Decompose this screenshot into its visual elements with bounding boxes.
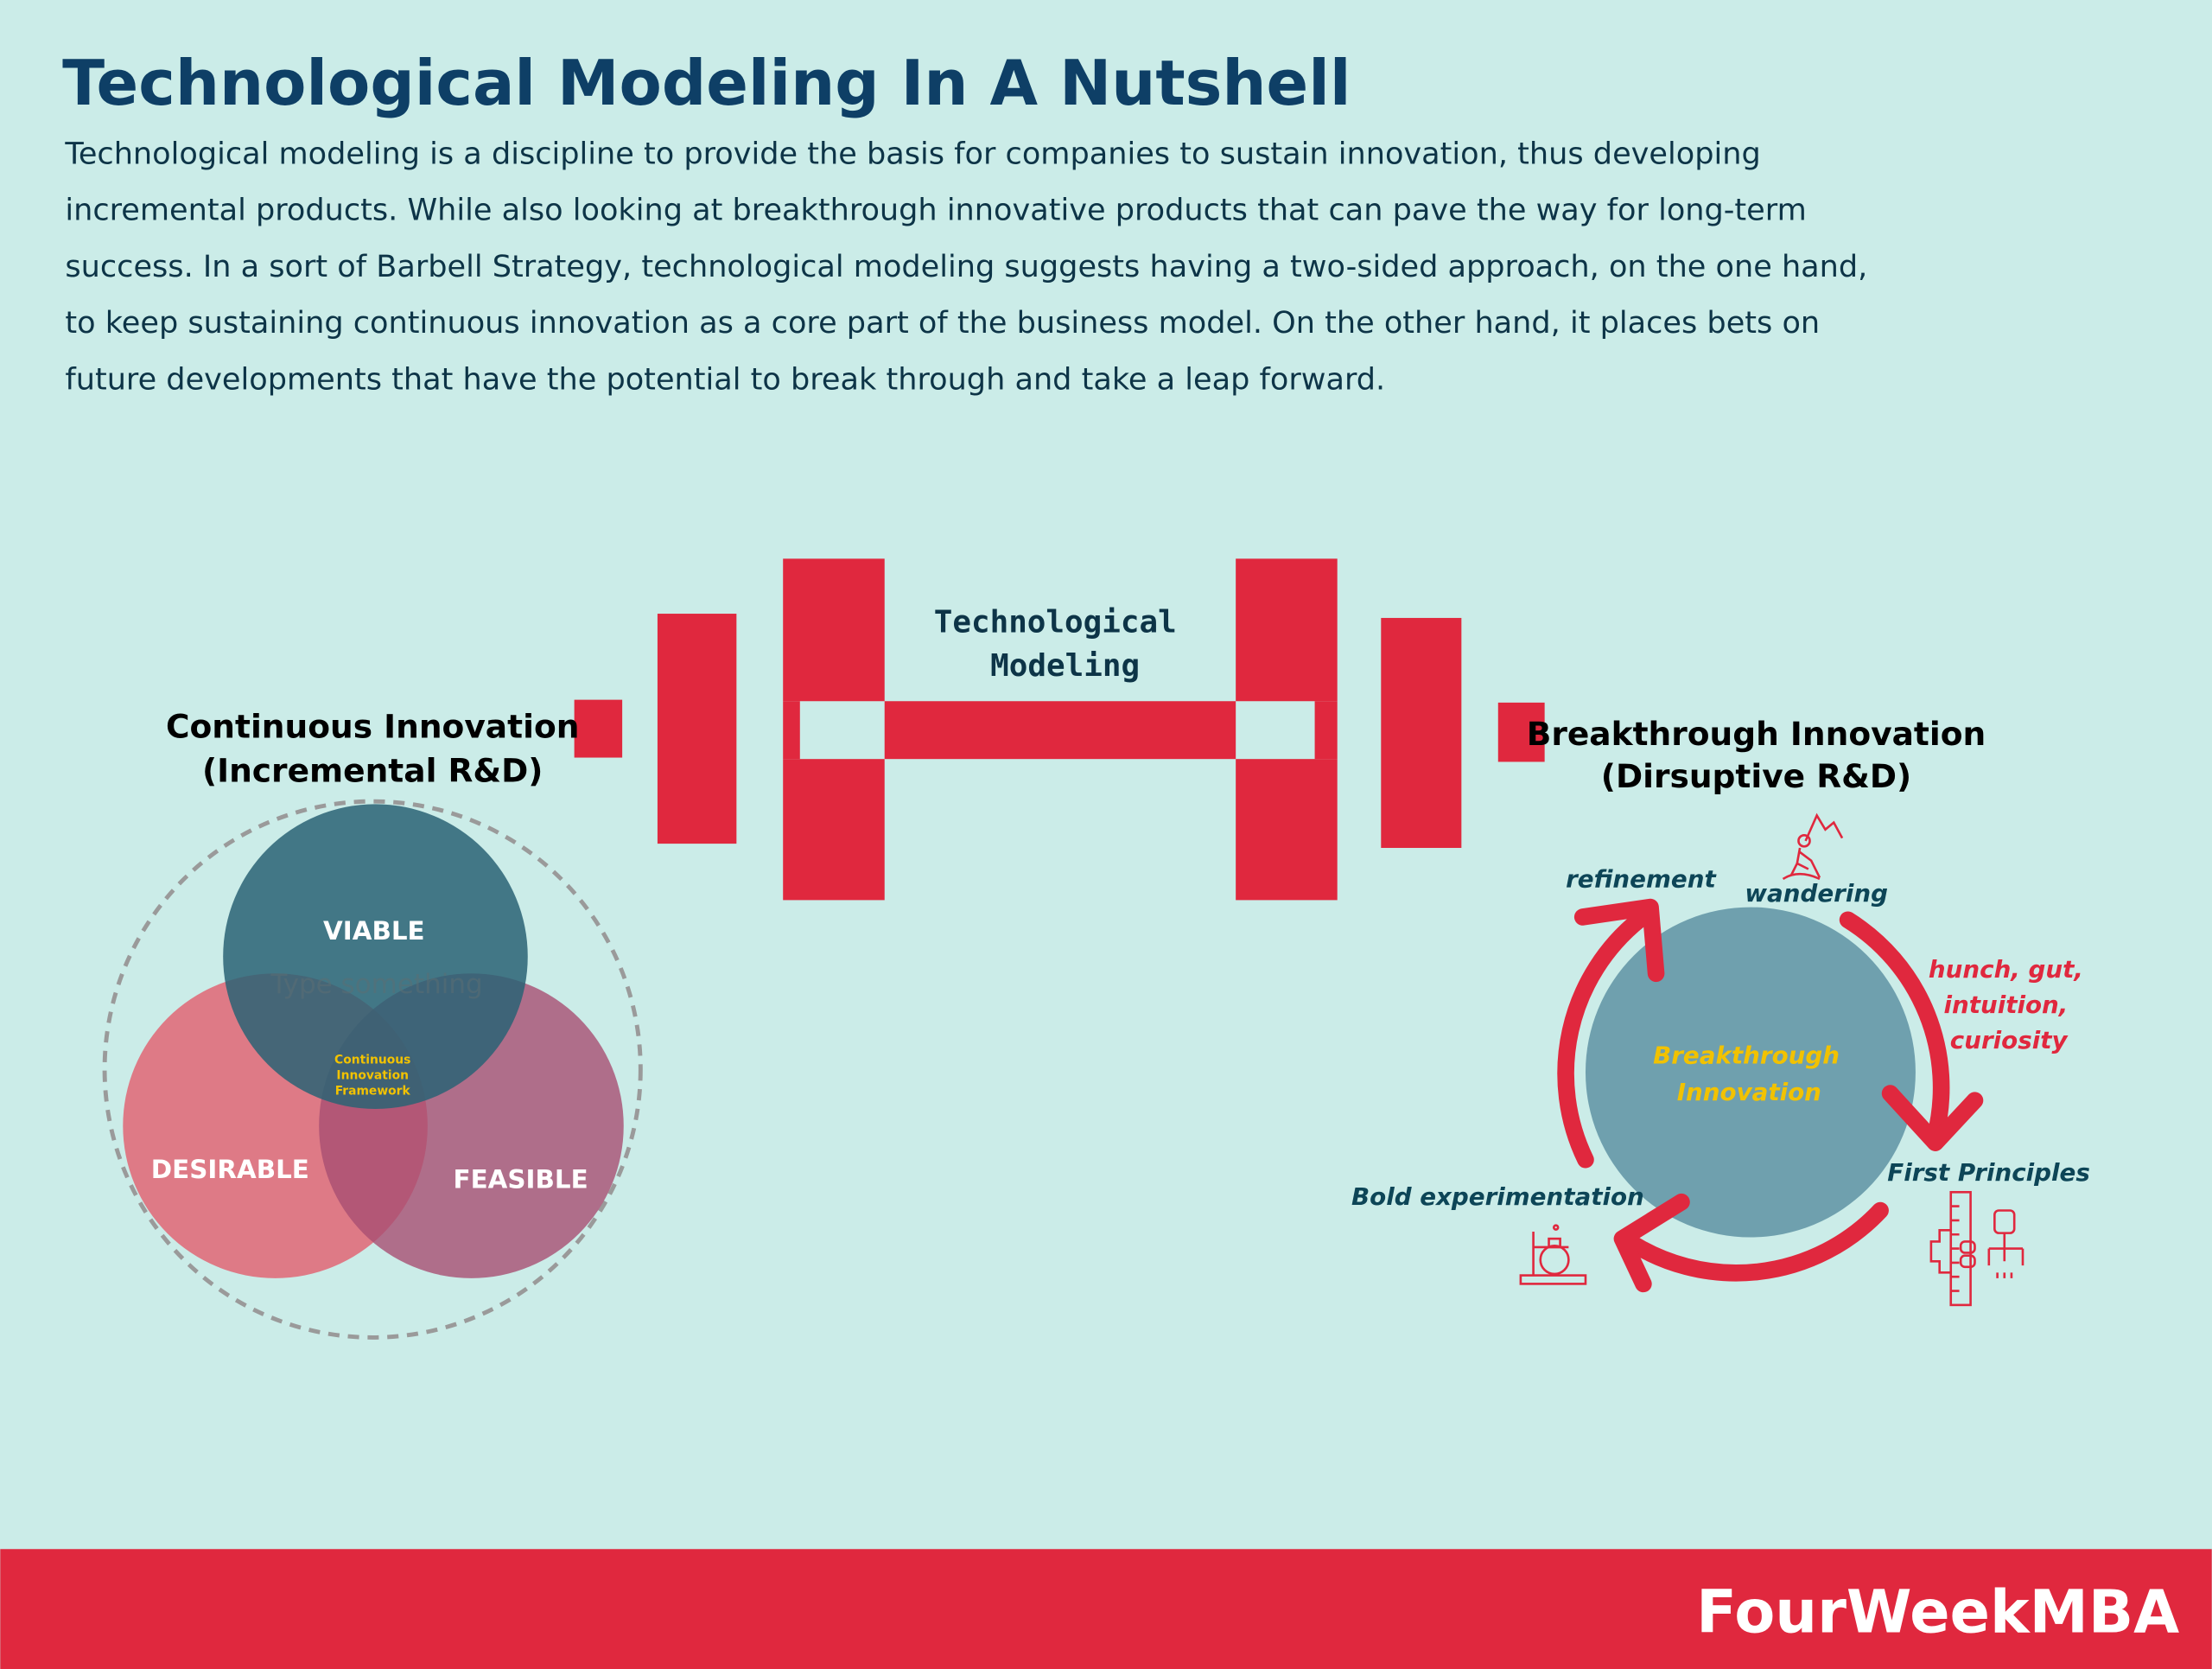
barbell-left-collar: [574, 699, 623, 758]
cycle-label-refinement: refinement: [1566, 865, 1717, 894]
brand-logo: FourWeekMBA: [1696, 1578, 2179, 1647]
barbell-left-plate-edge: [783, 701, 800, 760]
barbell-bar: [884, 701, 1236, 760]
cycle-arrow-left: [1557, 911, 1648, 1169]
barbell: [574, 558, 1545, 901]
cycle-label-first-principles: First Principles: [1887, 1158, 2090, 1187]
barbell-label: Technological: [934, 604, 1177, 640]
venn-placeholder-text: Type something: [270, 969, 483, 1000]
breakthrough-cycle: Breakthrough Innovation refinement wande…: [1351, 812, 2090, 1307]
venn-center-label: Framework: [335, 1085, 411, 1099]
cycle-arrow-bottom: [1616, 1201, 1889, 1282]
flask-icon: [1519, 1224, 1587, 1285]
venn-label-feasible: FEASIBLE: [454, 1164, 588, 1194]
venn-label-viable: VIABLE: [323, 916, 425, 946]
hiker-icon: [1782, 812, 1844, 881]
venn-center-label: Innovation: [336, 1069, 409, 1083]
description-line: success. In a sort of Barbell Strategy, …: [65, 249, 1867, 284]
footer-bar: [0, 1549, 2212, 1669]
description-line: future developments that have the potent…: [65, 362, 1385, 398]
venn-label-desirable: DESIRABLE: [151, 1155, 309, 1184]
barbell-label: Modeling: [990, 648, 1140, 684]
arrowhead-left-icon: [1613, 1193, 1690, 1293]
venn-diagram: VIABLE Type something DESIRABLE FEASIBLE…: [102, 799, 643, 1340]
arrowhead-up-icon: [1573, 898, 1665, 983]
venn-outer-dashed-circle: [102, 799, 643, 1340]
barbell-left-small-plate: [657, 614, 737, 844]
cycle-label-bold-experimentation: Bold experimentation: [1351, 1182, 1644, 1211]
ruler-robot-icon: [1929, 1190, 2024, 1307]
barbell-right-collar: [1497, 702, 1545, 762]
cycle-label-hunch: curiosity: [1950, 1026, 2069, 1054]
breakthrough-innovation-sublabel: (Dirsuptive R&D): [1601, 757, 1911, 795]
venn-center-label: Continuous: [334, 1054, 410, 1067]
barbell-right-big-plate: [1236, 558, 1338, 702]
barbell-left-big-plate-lower: [783, 759, 885, 901]
barbell-right-plate-edge: [1314, 701, 1338, 760]
description: Technological modeling is a discipline t…: [64, 136, 1867, 397]
cycle-center-label: Innovation: [1677, 1078, 1821, 1106]
description-line: Technological modeling is a discipline t…: [64, 136, 1760, 171]
breakthrough-innovation-label: Breakthrough Innovation: [1527, 715, 1986, 753]
barbell-right-big-plate-lower: [1236, 759, 1338, 901]
cycle-arrow-right: [1839, 911, 1950, 1144]
continuous-innovation-label: Continuous Innovation: [166, 708, 580, 746]
arrowhead-down-icon: [1881, 1085, 1984, 1151]
continuous-innovation-sublabel: (Incremental R&D): [202, 751, 543, 789]
cycle-label-hunch: hunch, gut,: [1929, 955, 2083, 984]
cycle-center-circle: [1585, 907, 1916, 1238]
barbell-right-small-plate: [1381, 617, 1462, 849]
cycle-label-hunch: intuition,: [1943, 991, 2068, 1019]
barbell-left-big-plate: [783, 558, 885, 702]
page-title: Technological Modeling In A Nutshell: [62, 47, 1351, 119]
cycle-label-wandering: wandering: [1745, 879, 1888, 908]
description-line: incremental products. While also looking…: [65, 193, 1806, 228]
cycle-center-label: Breakthrough: [1653, 1042, 1840, 1070]
venn-circle-viable: [223, 804, 528, 1109]
description-line: to keep sustaining continuous innovation…: [65, 305, 1820, 341]
